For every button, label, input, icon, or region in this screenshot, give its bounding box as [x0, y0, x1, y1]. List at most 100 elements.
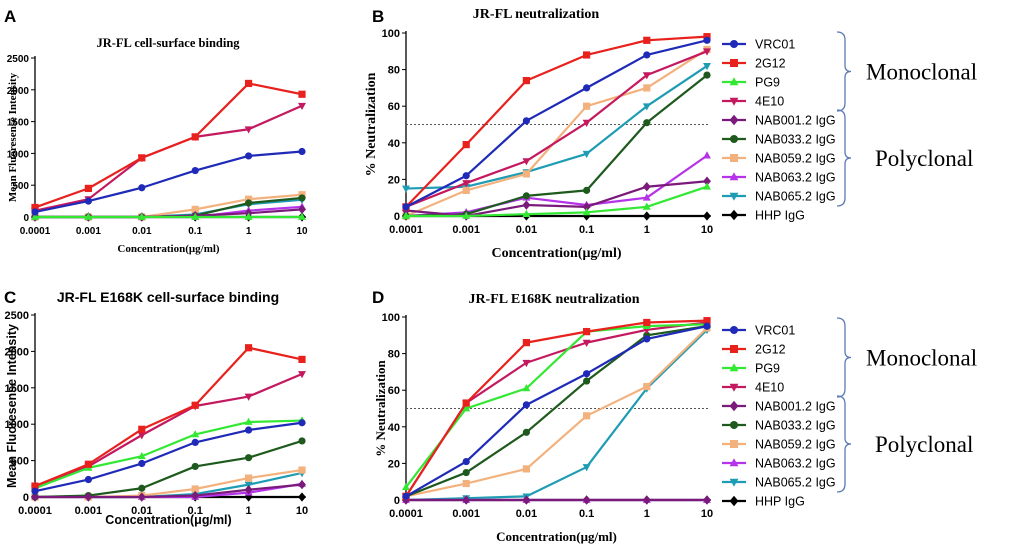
data-point: [522, 465, 530, 473]
legend-marker: [729, 383, 739, 392]
series-line: [405, 325, 708, 498]
data-point: [583, 102, 591, 110]
x-tick-label: 0.0001: [18, 505, 52, 517]
data-point: [191, 401, 199, 409]
series-line: [405, 327, 708, 498]
series-vrc01: [31, 419, 306, 495]
data-point: [642, 103, 651, 111]
legend-marker: [730, 59, 738, 67]
panel-b: B JR-FL neutralization 0 20 40 60 80 100 0.0001 0…: [364, 7, 977, 261]
monoclonal-brace: [836, 31, 852, 112]
legend-marker: [730, 154, 738, 162]
data-point: [703, 151, 711, 159]
data-point: [583, 370, 591, 378]
series-line: [405, 319, 708, 497]
series-2g12: [31, 79, 306, 212]
x-axis-label: Concentration(μg/ml): [105, 513, 231, 527]
data-point: [245, 199, 253, 207]
legend-item-nab063-2-igg: NAB063.2 IgG: [722, 171, 836, 185]
legend-marker: [730, 421, 738, 429]
x-tick-label: 0.0001: [389, 508, 423, 520]
y-tick-label: 80: [388, 349, 400, 361]
data-point: [642, 202, 651, 210]
panel-a: A JR-FL cell-surface binding 0 500 1000 1500 2…: [4, 7, 308, 255]
x-tick-label: 10: [701, 508, 713, 520]
data-point: [138, 184, 146, 192]
data-point: [191, 133, 199, 141]
data-point: [582, 339, 591, 347]
legend-marker: [730, 326, 738, 334]
data-point: [137, 212, 146, 220]
y-tick-label: 1000: [5, 419, 29, 431]
legend-label: NAB033.2 IgG: [755, 419, 836, 433]
data-point: [244, 126, 253, 134]
data-point: [31, 487, 39, 495]
y-tick-label: 40: [388, 138, 400, 150]
legend-item-vrc01: VRC01: [722, 38, 795, 52]
data-point: [244, 417, 253, 425]
data-point: [402, 211, 410, 219]
data-point: [462, 479, 470, 488]
data-point: [642, 193, 651, 201]
data-point: [137, 432, 146, 440]
data-point: [643, 318, 651, 327]
data-point: [522, 117, 531, 125]
data-point: [643, 335, 651, 343]
y-tick-label: 80: [388, 65, 400, 77]
x-tick-label: 1: [246, 226, 252, 237]
legend-item-pg9: PG9: [722, 362, 780, 376]
data-point: [84, 475, 92, 484]
series-line: [34, 439, 303, 499]
data-point: [522, 192, 531, 200]
x-tick-label: 1: [644, 508, 650, 520]
data-point: [582, 202, 591, 212]
data-point: [137, 492, 146, 502]
legend-marker: [729, 478, 739, 487]
x-tick-label: 0.001: [452, 508, 480, 520]
data-point: [522, 401, 531, 409]
data-point: [245, 195, 253, 203]
data-point: [522, 495, 531, 505]
x-tick-label: 0.001: [75, 505, 103, 517]
data-point: [583, 377, 591, 385]
y-tick-label: 60: [388, 385, 400, 397]
data-point: [298, 90, 306, 98]
data-point: [643, 51, 651, 59]
polyclonal-label: Polyclonal: [875, 146, 973, 171]
data-point: [31, 492, 39, 502]
data-point: [138, 425, 146, 433]
data-point: [191, 462, 199, 471]
data-point: [245, 426, 253, 434]
legend-label: NAB063.2 IgG: [755, 457, 836, 471]
data-point: [191, 166, 199, 175]
data-point: [703, 322, 711, 330]
data-point: [298, 212, 306, 220]
x-tick-label: 0.001: [76, 226, 101, 237]
data-point: [462, 180, 471, 188]
y-axis-label: % Neutralization: [373, 360, 388, 457]
data-point: [31, 212, 39, 220]
panel-letter: A: [4, 7, 16, 26]
y-tick-label: 0: [394, 495, 400, 507]
series-line: [34, 421, 303, 493]
data-point: [582, 150, 591, 159]
data-point: [582, 464, 591, 472]
data-point: [642, 182, 651, 192]
series-pg9: [402, 320, 711, 491]
legend-marker: [729, 363, 739, 372]
series-vrc01: [402, 322, 711, 500]
data-point: [191, 485, 199, 493]
data-point: [703, 71, 711, 79]
data-point: [583, 328, 591, 336]
series-nab033-2-igg: [402, 322, 711, 500]
legend-label: VRC01: [755, 38, 795, 52]
data-point: [703, 176, 711, 186]
data-point: [138, 154, 146, 162]
x-tick-label: 0.0001: [389, 224, 423, 236]
data-point: [402, 492, 410, 500]
y-tick-label: 500: [12, 181, 29, 192]
data-point: [298, 419, 306, 427]
data-point: [522, 428, 531, 436]
data-point: [522, 158, 531, 166]
